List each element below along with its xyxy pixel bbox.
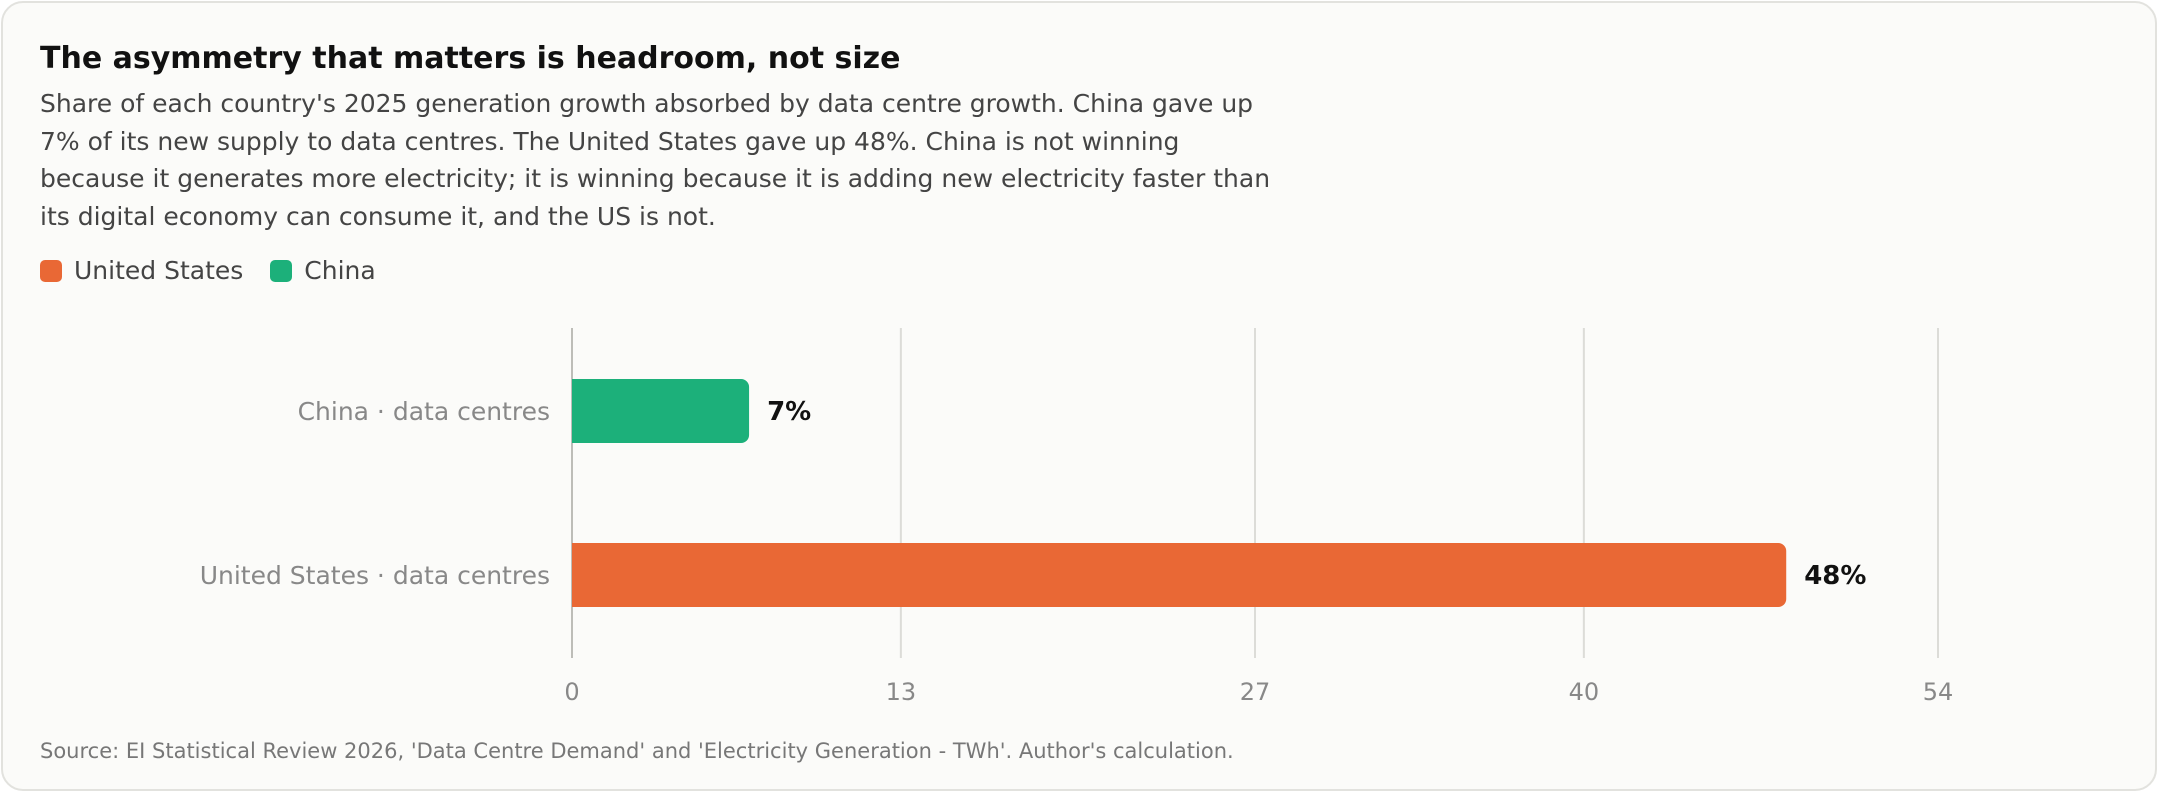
x-tick-label: 54 xyxy=(1923,678,1954,706)
bar-edge xyxy=(572,543,582,607)
legend-item-united-states: United States xyxy=(40,256,243,285)
legend: United States China xyxy=(40,256,403,285)
bar-chart: 0 13 27 40 54 China · data centres 7% United St… xyxy=(200,328,1954,706)
category-label: United States · data centres xyxy=(200,561,550,590)
x-tick-label: 40 xyxy=(1569,678,1600,706)
legend-item-china: China xyxy=(270,256,376,285)
x-tick-label: 13 xyxy=(886,678,917,706)
category-label: China · data centres xyxy=(298,397,550,426)
legend-swatch-china xyxy=(270,259,293,282)
source-note: Source: EI Statistical Review 2026, 'Dat… xyxy=(40,739,1234,763)
x-tick-label: 0 xyxy=(564,678,579,706)
data-label: 48% xyxy=(1804,561,1866,591)
data-label: 7% xyxy=(767,397,811,427)
bar-edge xyxy=(572,379,582,443)
chart-title: The asymmetry that matters is headroom, … xyxy=(40,41,901,76)
legend-label-united-states: United States xyxy=(74,256,244,285)
bar xyxy=(572,379,750,443)
chart-subtitle: Share of each country's 2025 generation … xyxy=(40,89,1271,231)
bar xyxy=(572,543,1787,607)
x-tick-label: 27 xyxy=(1240,678,1271,706)
legend-swatch-united-states xyxy=(40,259,62,282)
legend-label-china: China xyxy=(304,256,376,285)
